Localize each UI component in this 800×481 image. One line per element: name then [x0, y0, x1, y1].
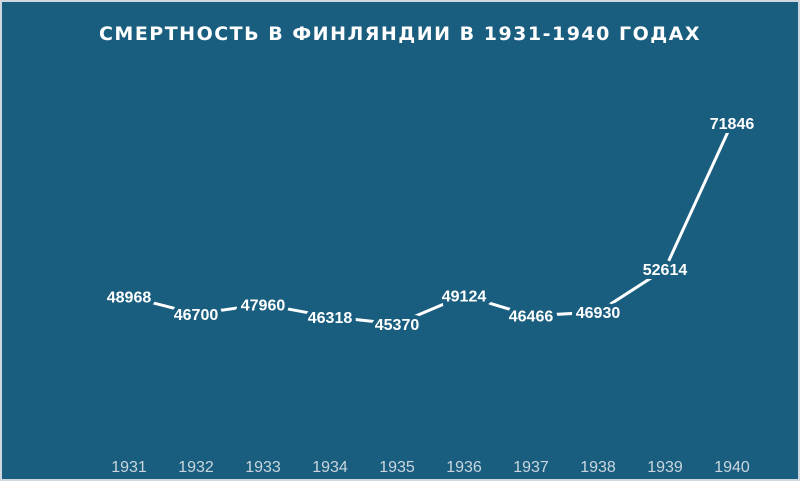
value-label: 47960	[241, 297, 286, 314]
x-tick-label: 1933	[245, 459, 281, 476]
value-label: 52614	[643, 262, 688, 279]
value-label: 49124	[442, 289, 487, 306]
value-label: 45370	[375, 317, 420, 334]
value-label: 48968	[107, 290, 152, 307]
value-label: 46700	[174, 307, 219, 324]
x-tick-label: 1931	[111, 459, 147, 476]
x-tick-label: 1937	[513, 459, 549, 476]
value-label: 46930	[576, 305, 621, 322]
x-tick-label: 1938	[580, 459, 616, 476]
x-tick-label: 1936	[446, 459, 482, 476]
value-label: 46318	[308, 310, 353, 327]
x-tick-label: 1934	[312, 459, 348, 476]
plot: 48968 46700 47960 46318 45370 49124 46466 46930…	[103, 112, 759, 476]
data-line	[128, 122, 734, 326]
x-tick-label: 1935	[379, 459, 415, 476]
x-tick-label: 1939	[647, 459, 683, 476]
x-tick-label: 1940	[714, 459, 750, 476]
value-label: 71846	[710, 116, 755, 133]
chart-title: СМЕРТНОСТЬ В ФИНЛЯНДИИ В 1931-1940 ГОДАХ	[99, 23, 701, 45]
value-label: 46466	[509, 309, 554, 326]
x-tick-label: 1932	[178, 459, 214, 476]
